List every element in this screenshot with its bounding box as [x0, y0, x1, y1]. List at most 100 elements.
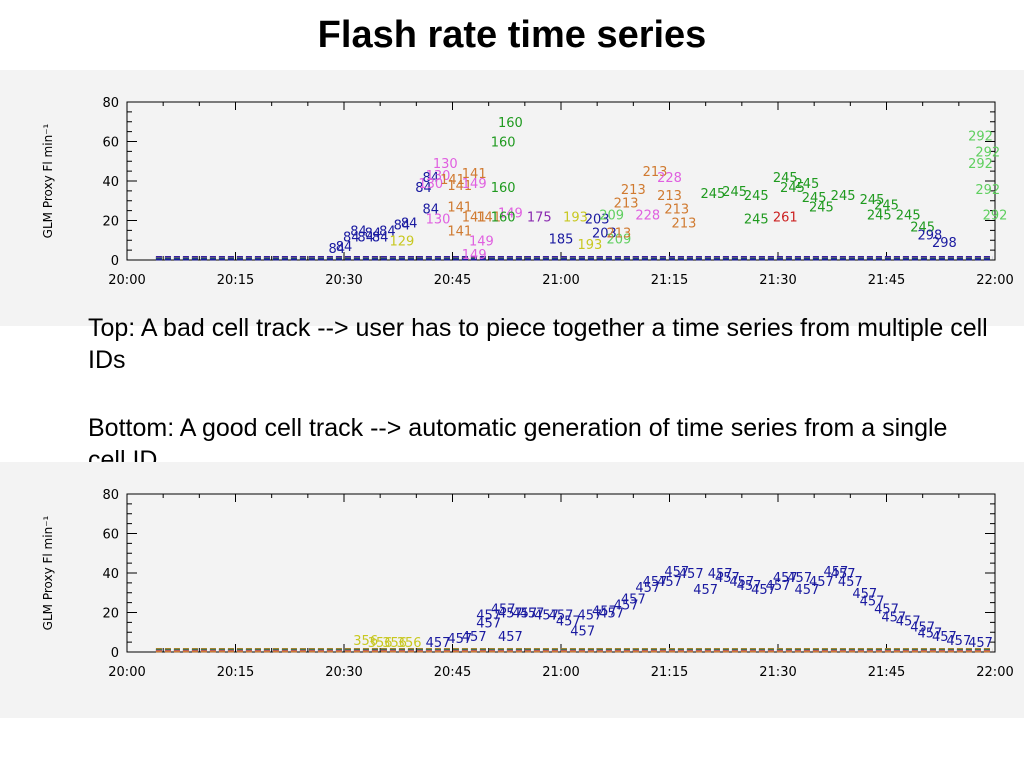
data-point-cell-457: 457	[657, 575, 682, 590]
data-point-cell-149: 149	[469, 234, 494, 249]
data-point-cell-193: 193	[563, 211, 588, 226]
data-point-cell-457: 457	[476, 608, 501, 623]
x-tick-label: 21:30	[759, 273, 796, 288]
data-point-cell-84: 84	[343, 230, 360, 245]
data-point-cell-457: 457	[910, 620, 935, 635]
data-point-cell-245: 245	[744, 189, 769, 204]
data-point-cell-457: 457	[874, 603, 899, 618]
data-point-cell-457: 457	[896, 614, 921, 629]
data-point-cell-141: 141	[462, 211, 487, 226]
y-axis-label: GLM Proxy Fl min⁻¹	[41, 515, 55, 630]
data-point-cell-141: 141	[462, 167, 487, 182]
data-point-cell-245: 245	[896, 209, 921, 224]
x-tick-label: 21:45	[868, 665, 905, 680]
top-flash-rate-chart: 20:00 20:15 20:30 20:45 21:00 21:15 21:30 21:45…	[41, 96, 1014, 288]
x-tick-label: 20:00	[108, 273, 145, 288]
data-point-cell-292: 292	[975, 183, 1000, 198]
data-point-cell-209: 209	[606, 232, 631, 247]
data-point-cell-84: 84	[365, 226, 382, 241]
data-point-cell-457: 457	[831, 567, 856, 582]
data-point-cell-457: 457	[643, 575, 668, 590]
data-point-cell-245: 245	[802, 191, 827, 206]
data-point-cell-245: 245	[722, 185, 747, 200]
data-point-cell-356: 356	[368, 636, 393, 651]
data-point-cell-245: 245	[700, 187, 725, 202]
data-point-cell-457: 457	[635, 581, 660, 596]
data-point-cell-457: 457	[766, 579, 791, 594]
data-point-cell-457: 457	[664, 565, 689, 580]
x-tick-label: 22:00	[976, 665, 1013, 680]
bottom-chart-panel: 20:00 20:15 20:30 20:45 21:00 21:15 21:30 21:45…	[0, 462, 1024, 718]
data-point-cell-457: 457	[737, 579, 762, 594]
data-point-cell-84: 84	[423, 203, 440, 218]
data-point-cell-130: 130	[426, 169, 451, 184]
data-point-cell-193: 193	[578, 238, 603, 253]
data-point-cell-457: 457	[693, 583, 718, 598]
y-tick-label: 60	[102, 528, 119, 543]
bottom-flash-rate-chart: 20:00 20:15 20:30 20:45 21:00 21:15 21:30 21:45…	[41, 488, 1014, 680]
data-point-cell-298: 298	[932, 236, 957, 251]
data-point-cell-203: 203	[585, 213, 610, 228]
data-point-cell-457: 457	[729, 575, 754, 590]
data-point-cell-457: 457	[852, 587, 877, 602]
data-point-cell-245: 245	[780, 181, 805, 196]
x-tick-label: 20:15	[217, 273, 254, 288]
data-point-cell-457: 457	[715, 571, 740, 586]
data-point-cell-185: 185	[549, 232, 574, 247]
y-tick-label: 60	[102, 136, 119, 151]
data-point-cell-245: 245	[867, 209, 892, 224]
y-tick-label: 0	[111, 254, 119, 269]
data-point-cell-245: 245	[773, 171, 798, 186]
x-tick-label: 20:30	[325, 273, 362, 288]
data-point-cell-213: 213	[643, 165, 668, 180]
data-point-cell-84: 84	[350, 224, 367, 239]
data-point-cell-84: 84	[415, 181, 432, 196]
data-point-cell-457: 457	[751, 583, 776, 598]
data-point-cell-457: 457	[809, 575, 834, 590]
x-tick-label: 21:15	[651, 273, 688, 288]
y-tick-label: 20	[102, 215, 119, 230]
data-point-cell-130: 130	[418, 177, 443, 192]
data-point-cell-160: 160	[498, 116, 523, 131]
data-point-cell-457: 457	[860, 595, 885, 610]
slide-title: Flash rate time series	[317, 14, 707, 56]
data-point-cell-245: 245	[910, 220, 935, 235]
y-tick-label: 40	[102, 567, 119, 582]
data-point-cell-160: 160	[491, 211, 516, 226]
x-tick-label: 20:30	[325, 665, 362, 680]
data-point-cell-213: 213	[664, 203, 689, 218]
y-tick-label: 80	[102, 488, 119, 503]
data-point-cell-457: 457	[570, 624, 595, 639]
data-point-cell-84: 84	[357, 230, 374, 245]
data-point-cell-84: 84	[328, 242, 345, 257]
data-point-cell-457: 457	[795, 583, 820, 598]
data-point-cell-245: 245	[874, 199, 899, 214]
data-point-cell-84: 84	[372, 230, 389, 245]
data-point-cell-245: 245	[809, 201, 834, 216]
data-point-cell-457: 457	[838, 575, 863, 590]
data-point-cell-457: 457	[498, 607, 523, 622]
data-point-cell-292: 292	[983, 209, 1008, 224]
y-tick-label: 0	[111, 646, 119, 661]
data-point-cell-141: 141	[447, 179, 472, 194]
data-point-cell-130: 130	[433, 157, 458, 172]
data-point-cell-356: 356	[382, 636, 407, 651]
data-point-cell-84: 84	[401, 216, 418, 231]
y-tick-label: 80	[102, 96, 119, 111]
data-point-cell-457: 457	[708, 567, 733, 582]
data-point-cell-213: 213	[606, 226, 631, 241]
data-point-cell-457: 457	[498, 630, 523, 645]
data-point-cell-141: 141	[447, 201, 472, 216]
data-point-cell-160: 160	[491, 181, 516, 196]
data-point-cell-457: 457	[881, 610, 906, 625]
y-tick-label: 40	[102, 175, 119, 190]
data-point-cell-84: 84	[423, 171, 440, 186]
data-point-cell-457: 457	[556, 614, 581, 629]
data-point-cell-457: 457	[592, 605, 617, 620]
data-point-cell-203: 203	[592, 226, 617, 241]
x-tick-label: 21:30	[759, 665, 796, 680]
y-axis-label: GLM Proxy Fl min⁻¹	[41, 123, 55, 238]
data-point-cell-457: 457	[968, 636, 993, 651]
data-point-cell-213: 213	[621, 183, 646, 198]
data-point-cell-457: 457	[823, 565, 848, 580]
